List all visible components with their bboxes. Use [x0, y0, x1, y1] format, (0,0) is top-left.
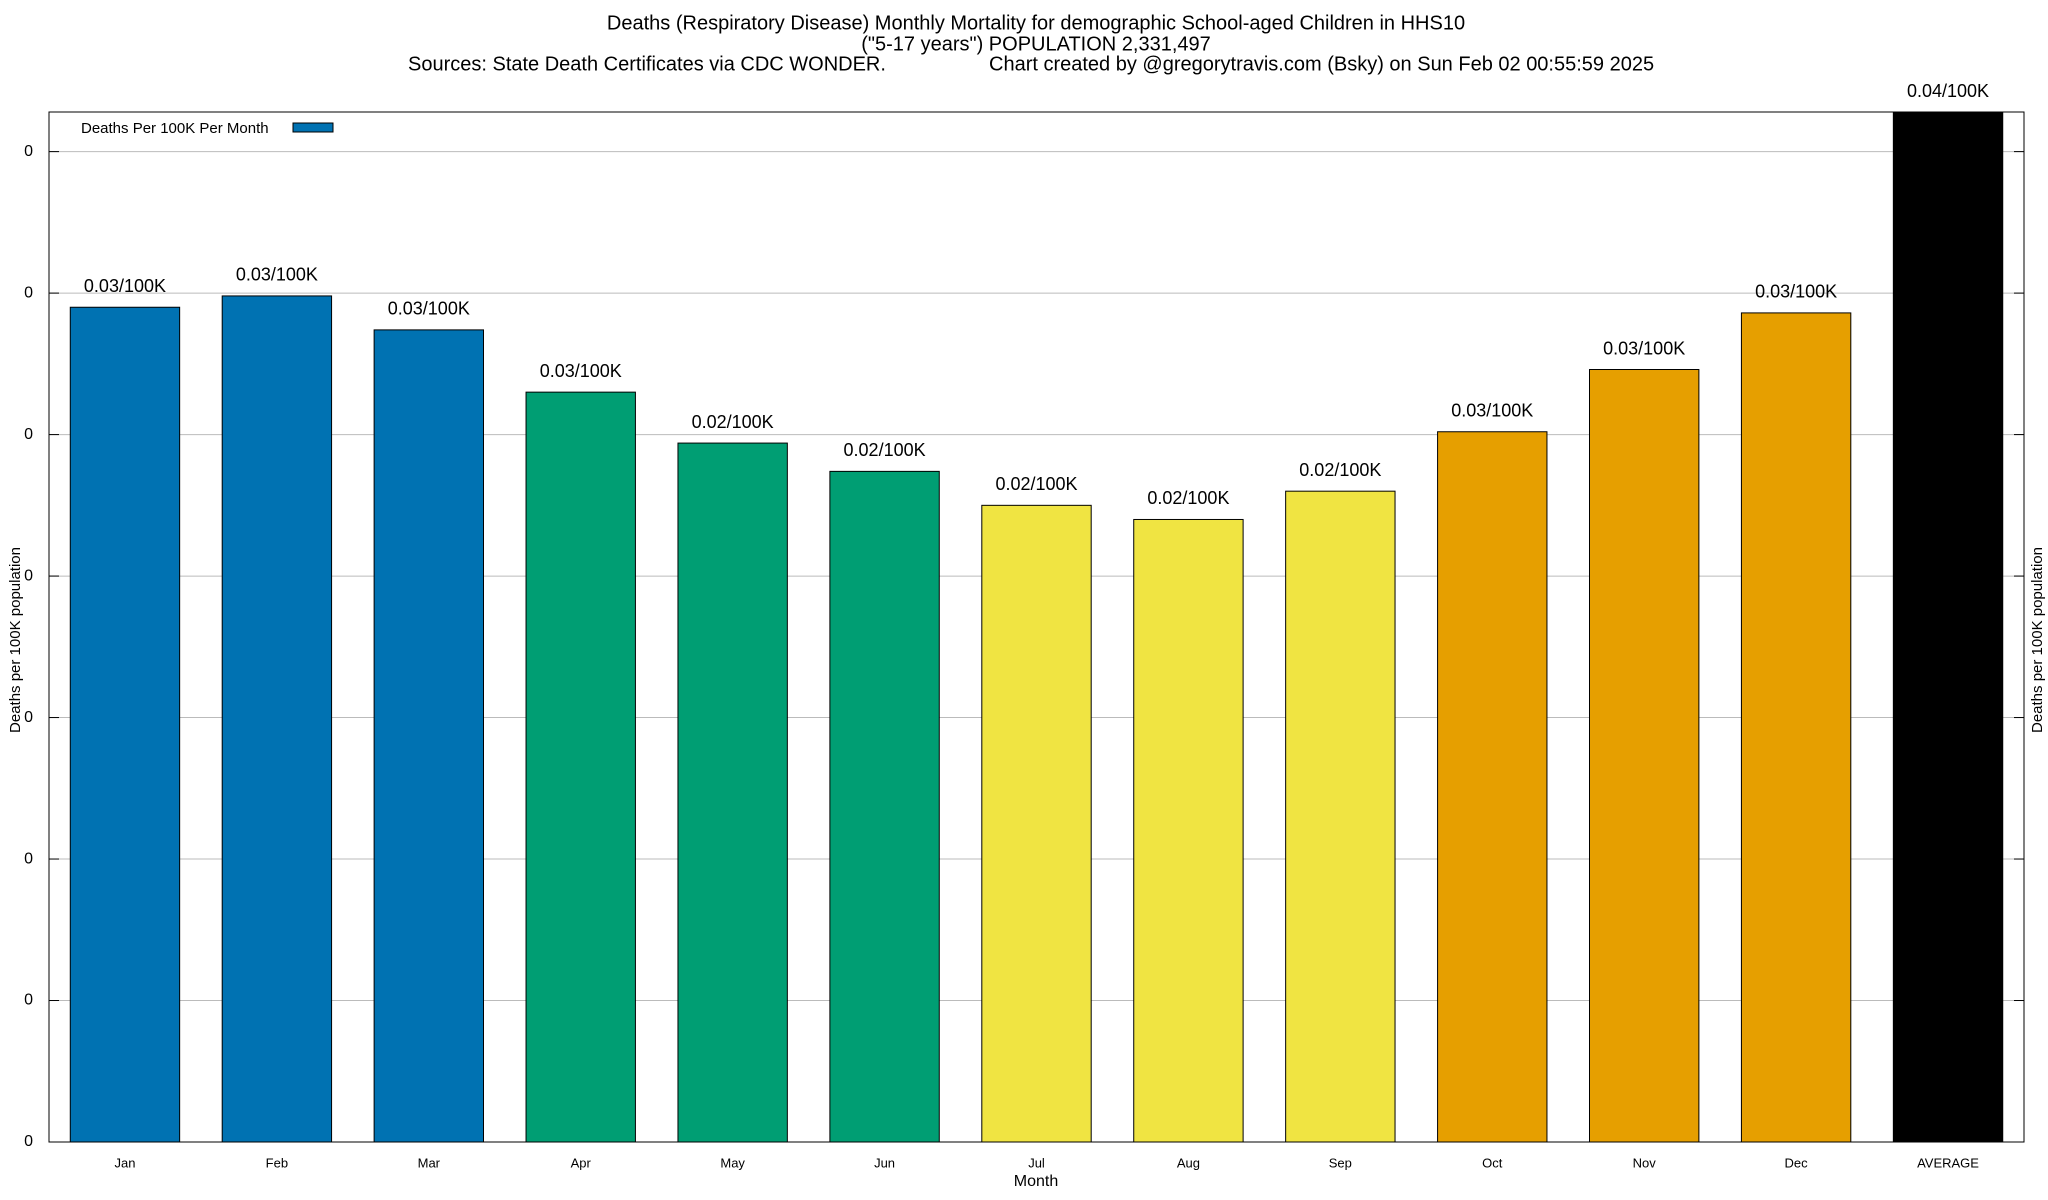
x-tick-label: Aug: [1177, 1155, 1200, 1170]
y-tick-label: 0: [24, 992, 33, 1009]
value-label: 0.04/100K: [1907, 81, 1989, 101]
x-tick-label: Nov: [1633, 1155, 1657, 1170]
x-tick-label: Sep: [1329, 1155, 1352, 1170]
y-tick-label: 0: [24, 709, 33, 726]
y2-axis-label: Deaths per 100K population: [2029, 547, 2046, 733]
bar: [1133, 518, 1244, 1142]
y-tick-label: 0: [24, 567, 33, 584]
bar: [1285, 490, 1396, 1142]
bar: [1740, 312, 1852, 1142]
x-tick-label: AVERAGE: [1917, 1155, 1979, 1170]
y-tick-label: 0: [24, 284, 33, 301]
plot-frame: [48, 111, 2025, 1143]
value-label: 0.03/100K: [1603, 338, 1685, 358]
y-tick-label: 0: [24, 143, 33, 160]
value-label: 0.02/100K: [995, 474, 1077, 494]
value-label: 0.03/100K: [388, 299, 470, 319]
bar: [677, 442, 788, 1142]
value-label: 0.02/100K: [844, 440, 926, 460]
x-tick-label: Apr: [571, 1155, 592, 1170]
legend-bg: [67, 117, 397, 147]
bar: [69, 306, 181, 1142]
value-label: 0.03/100K: [84, 276, 166, 296]
bar: [1589, 369, 1700, 1142]
x-tick-label: Feb: [266, 1155, 288, 1170]
value-label: 0.03/100K: [1451, 401, 1533, 421]
value-label: 0.02/100K: [1147, 488, 1229, 508]
value-label: 0.03/100K: [236, 265, 318, 285]
value-label: 0.03/100K: [540, 361, 622, 381]
x-tick-label: Jul: [1028, 1155, 1045, 1170]
bar: [981, 504, 1092, 1142]
bars: [69, 112, 2004, 1142]
x-tick-label: Jan: [114, 1155, 135, 1170]
sources: Sources: State Death Certificates via CD…: [408, 53, 886, 75]
bar: [373, 329, 484, 1142]
x-tick-label: Mar: [418, 1155, 441, 1170]
x-tick-label: May: [720, 1155, 745, 1170]
x-tick-label: Oct: [1482, 1155, 1503, 1170]
x-tick-label: Jun: [874, 1155, 895, 1170]
chart-title: Deaths (Respiratory Disease) Monthly Mor…: [607, 12, 1465, 34]
value-label: 0.03/100K: [1755, 282, 1837, 302]
bar: [1437, 431, 1548, 1142]
credit: Chart created by @gregorytravis.com (Bsk…: [989, 53, 1654, 75]
value-label: 0.02/100K: [1299, 460, 1381, 480]
x-tick-label: Dec: [1785, 1155, 1809, 1170]
y-axis-label: Deaths per 100K population: [7, 547, 24, 733]
y-tick-label: 0: [24, 1133, 33, 1150]
bar: [221, 295, 333, 1142]
legend-swatch: [292, 122, 334, 133]
bar: [1892, 112, 2004, 1142]
legend-label: Deaths Per 100K Per Month: [81, 120, 269, 137]
bar: [829, 470, 940, 1142]
chart-subtitle: ("5-17 years") POPULATION 2,331,497: [861, 33, 1211, 55]
y-tick-label: 0: [24, 426, 33, 443]
y-tick-label: 0: [24, 850, 33, 867]
x-axis-label: Month: [1014, 1173, 1058, 1190]
bar: [525, 391, 636, 1142]
value-label: 0.02/100K: [692, 412, 774, 432]
